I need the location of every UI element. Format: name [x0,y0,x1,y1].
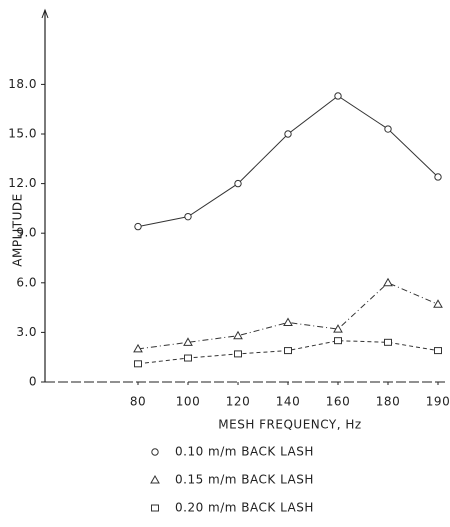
marker [334,92,342,100]
legend-label: 0.10 m/m BACK LASH [175,445,314,459]
x-tick-label: 160 [326,395,350,409]
y-axis-arrow [41,8,49,19]
x-tick-label: 190 [426,395,450,409]
y-tick-label: 0 [29,375,37,389]
marker [234,179,242,188]
x-tick-label: 80 [130,395,146,409]
marker [434,173,442,181]
marker [133,343,143,353]
marker [384,338,392,346]
marker [284,130,292,138]
x-tick-label: 140 [276,395,300,409]
marker [433,299,443,308]
marker [384,125,392,133]
series-line [137,282,439,350]
marker [134,222,142,231]
y-tick-label: 6.0 [16,275,37,289]
x-tick-label: 120 [226,395,250,409]
series-line [137,95,439,228]
y-tick-label: 3.0 [16,325,37,339]
marker [234,350,242,358]
x-axis-label: MESH FREQUENCY, Hz [218,418,361,432]
marker [434,347,442,355]
x-tick-label: 180 [376,395,400,409]
marker [150,474,160,484]
x-tick-label: 100 [176,395,200,409]
y-tick-label: 12.0 [8,176,37,190]
y-tick-label: 18.0 [8,77,37,91]
marker [333,324,343,333]
marker [334,337,342,345]
marker [183,337,193,346]
y-tick-label: 15.0 [8,127,37,141]
marker [134,360,142,368]
marker [184,354,192,362]
marker [151,504,159,512]
marker [284,347,292,355]
marker [184,212,192,221]
legend-label: 0.15 m/m BACK LASH [175,473,314,487]
y-axis-label: AMPLITUDE [11,193,25,266]
marker [233,330,243,340]
marker [283,317,293,326]
y-tick-label: 9.0 [16,226,37,240]
marker [383,277,393,287]
legend-label: 0.20 m/m BACK LASH [175,501,314,515]
marker [151,448,159,456]
